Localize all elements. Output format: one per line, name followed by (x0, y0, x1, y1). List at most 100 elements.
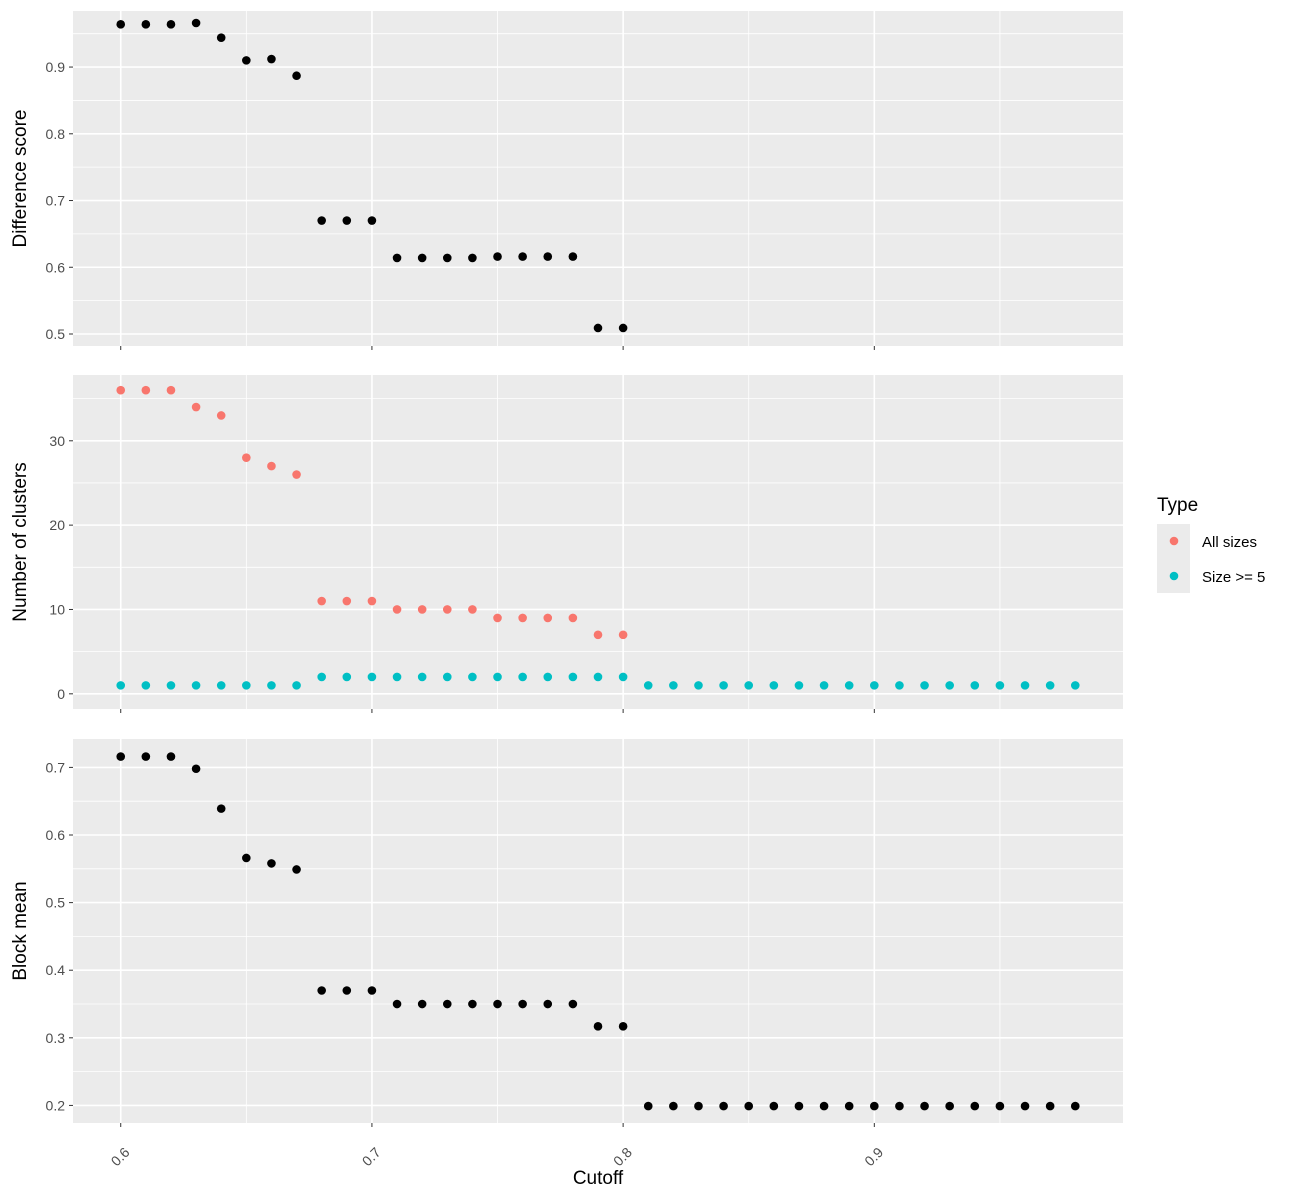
data-point (116, 385, 126, 395)
data-point (543, 613, 553, 623)
legend-key-background (1157, 524, 1190, 593)
data-point (518, 999, 527, 1009)
data-point (543, 999, 553, 1009)
data-point (568, 613, 578, 623)
data-point (417, 253, 427, 263)
data-point (895, 1101, 904, 1111)
y-axis-title: Difference score (10, 110, 31, 248)
panel-number-of-clusters: 0 10 20 30 Number of clusters (10, 375, 1123, 713)
data-point (870, 1101, 879, 1111)
y-tick-label: 0.6 (46, 827, 66, 843)
data-point (719, 1101, 728, 1111)
y-tick-label: 20 (49, 517, 65, 533)
data-point (292, 470, 301, 479)
data-point (844, 681, 854, 690)
data-point (216, 681, 226, 690)
data-point (844, 1101, 854, 1111)
data-point (794, 681, 804, 690)
data-point (317, 986, 326, 995)
data-point (191, 402, 201, 412)
data-point (417, 999, 427, 1009)
legend-title: Type (1157, 495, 1198, 516)
data-point (166, 385, 176, 395)
data-point (669, 1101, 678, 1111)
data-point (518, 613, 527, 623)
y-tick-label: 0 (57, 686, 65, 702)
data-point (819, 681, 829, 690)
data-point (292, 865, 301, 874)
data-point (870, 681, 879, 690)
data-point (694, 681, 703, 690)
x-axis-title: Cutoff (573, 1168, 624, 1189)
data-point (1020, 681, 1030, 690)
data-point (920, 681, 929, 690)
data-point (1020, 1101, 1030, 1111)
data-point (417, 605, 427, 614)
data-point (242, 853, 251, 863)
data-point (116, 681, 126, 690)
data-point (694, 1101, 703, 1111)
y-tick-label: 0.9 (46, 59, 66, 75)
data-point (618, 672, 628, 682)
data-point (945, 1101, 954, 1111)
data-point (367, 216, 377, 225)
data-point (794, 1101, 804, 1111)
data-point (216, 411, 226, 420)
data-point (468, 605, 477, 614)
data-point (744, 681, 754, 690)
data-point (367, 986, 377, 995)
data-point (895, 681, 904, 690)
x-tick-label: 0.6 (108, 1144, 133, 1169)
data-point (643, 681, 653, 690)
data-point (392, 999, 402, 1009)
y-tick-label: 30 (49, 433, 65, 449)
data-point (769, 1101, 779, 1111)
data-point (342, 672, 352, 682)
data-point (317, 672, 326, 682)
data-point (267, 681, 276, 690)
data-point (392, 605, 402, 614)
legend-key-all-sizes (1169, 536, 1179, 546)
data-point (1070, 1101, 1080, 1111)
panel-background (73, 739, 1123, 1123)
y-tick-label: 0.2 (46, 1097, 66, 1113)
data-point (166, 681, 176, 690)
data-point (669, 681, 678, 690)
data-point (116, 752, 126, 761)
panel-block-mean: 0.2 0.3 0.4 0.5 0.6 0.7 0.6 0.7 0.8 0.9 Block mean (10, 739, 1123, 1169)
data-point (618, 1022, 628, 1031)
data-point (493, 252, 502, 261)
legend-label-all-sizes: All sizes (1202, 534, 1257, 551)
data-point (945, 681, 954, 690)
y-tick-label: 10 (49, 601, 65, 617)
data-point (643, 1101, 653, 1111)
data-point (191, 764, 201, 774)
data-point (593, 323, 603, 333)
data-point (995, 1101, 1005, 1111)
data-point (342, 596, 352, 606)
data-point (417, 672, 427, 682)
data-point (468, 672, 477, 682)
y-tick-label: 0.4 (46, 962, 66, 978)
data-point (769, 681, 779, 690)
data-point (970, 1101, 980, 1111)
data-point (342, 986, 352, 995)
y-tick-label: 0.6 (46, 259, 66, 275)
data-point (292, 71, 301, 81)
data-point (166, 20, 176, 29)
x-tick-label: 0.9 (861, 1144, 886, 1169)
data-point (518, 252, 527, 261)
data-point (292, 681, 301, 690)
data-point (1070, 681, 1080, 690)
data-point (1045, 681, 1055, 690)
data-point (568, 252, 578, 261)
data-point (719, 681, 728, 690)
y-axis-title: Number of clusters (10, 462, 31, 621)
data-point (819, 1101, 829, 1111)
data-point (141, 681, 151, 690)
data-point (442, 999, 452, 1009)
data-point (216, 33, 226, 42)
data-point (367, 672, 377, 682)
data-point (141, 385, 151, 395)
data-point (543, 252, 553, 261)
